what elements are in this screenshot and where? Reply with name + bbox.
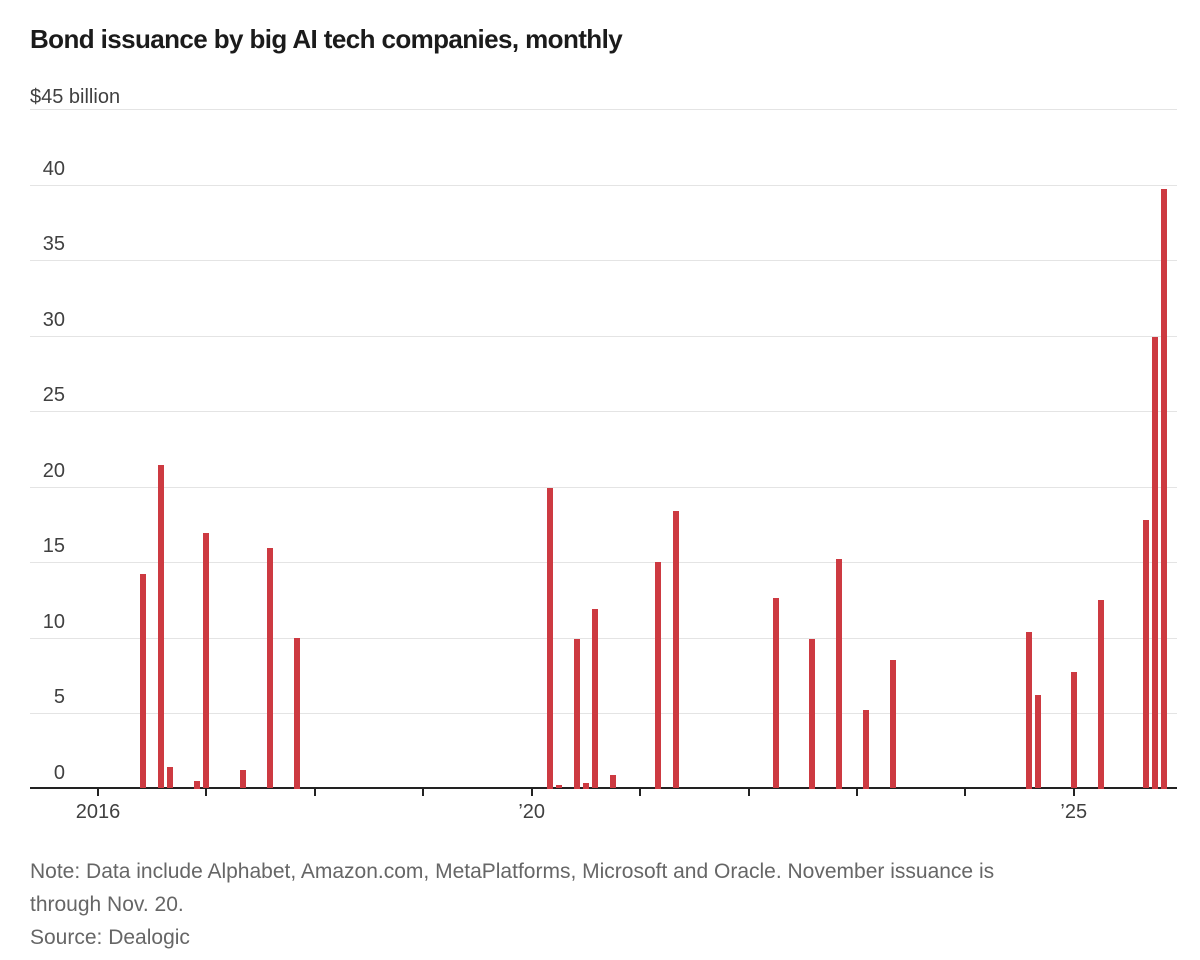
x-tick-2017 [205,789,208,796]
footer-notes: Note: Data include Alphabet, Amazon.com,… [30,855,994,954]
bar-Aug-2020 [591,608,598,789]
y-tick-label-30: 30 [42,308,65,331]
note-line-2: through Nov. 20. [30,893,184,916]
bar-Jan-2017 [203,533,210,789]
gridline-35 [30,260,1177,261]
bar-May-2021 [673,510,680,789]
bar-Apr-2025 [1097,599,1104,789]
gridline-30 [30,335,1177,337]
chart-title: Bond issuance by big AI tech companies, … [30,24,623,54]
bar-Sep-2025 [1143,519,1150,789]
bar-Aug-2022 [808,639,815,789]
gridline-45 [30,109,1177,110]
x-tick-2024 [964,789,967,796]
bar-Dec-2016 [194,781,201,789]
bar-Aug-2024 [1025,631,1032,789]
bar-Nov-2025 [1161,189,1168,789]
y-tick-label-0: 0 [53,761,65,784]
x-tick-2021 [639,789,642,796]
bar-Jun-2016 [140,574,147,789]
bar-Nov-2017 [293,637,300,789]
y-tick-label-10: 10 [42,610,65,633]
bar-May-2017 [239,770,246,789]
x-tick-2018 [313,789,316,796]
bar-Oct-2025 [1152,337,1159,789]
y-tick-label-25: 25 [42,384,65,406]
bar-May-2023 [890,660,897,789]
bar-Aug-2017 [266,548,273,789]
x-tick-2020 [530,789,533,796]
x-tick-2016 [97,789,99,796]
gridline-25 [30,411,1177,412]
gridline-5 [30,713,1177,714]
gridline-15 [30,562,1177,563]
x-tick-2019 [422,789,425,796]
gridline-40 [30,184,1177,186]
note-line-1: Note: Data include Alphabet, Amazon.com,… [30,860,995,883]
bar-Jan-2025 [1070,672,1077,789]
x-axis-line [30,787,1177,789]
x-tick-label-2020: ’20 [518,801,546,823]
y-tick-label-20: 20 [42,459,65,482]
bar-Nov-2022 [835,559,842,789]
bar-Apr-2020 [555,784,562,789]
y-tick-label-5: 5 [53,686,65,708]
gridline-20 [30,486,1177,488]
bar-Jun-2020 [573,639,580,789]
y-tick-label-35: 35 [42,233,65,255]
source-line: Source: Dealogic [30,926,190,949]
bar-Aug-2016 [158,465,165,789]
bar-Jul-2020 [582,782,589,789]
y-tick-label-15: 15 [42,535,65,557]
x-tick-2022 [747,789,750,796]
x-tick-2023 [855,789,858,796]
bar-Oct-2020 [610,774,616,789]
bar-Sep-2024 [1034,694,1041,789]
bar-Apr-2022 [772,598,779,789]
bar-Mar-2020 [546,488,553,789]
bar-Sep-2016 [167,767,174,789]
x-tick-2025 [1072,789,1075,796]
x-tick-label-2016: 2016 [75,801,121,823]
bar-Mar-2021 [655,562,662,789]
gridline-10 [30,637,1177,639]
bar-Feb-2023 [863,710,869,789]
y-tick-label-40: 40 [42,157,65,180]
y-axis-unit-label: $45 billion [30,86,121,108]
x-tick-label-2025: ’25 [1060,801,1088,823]
